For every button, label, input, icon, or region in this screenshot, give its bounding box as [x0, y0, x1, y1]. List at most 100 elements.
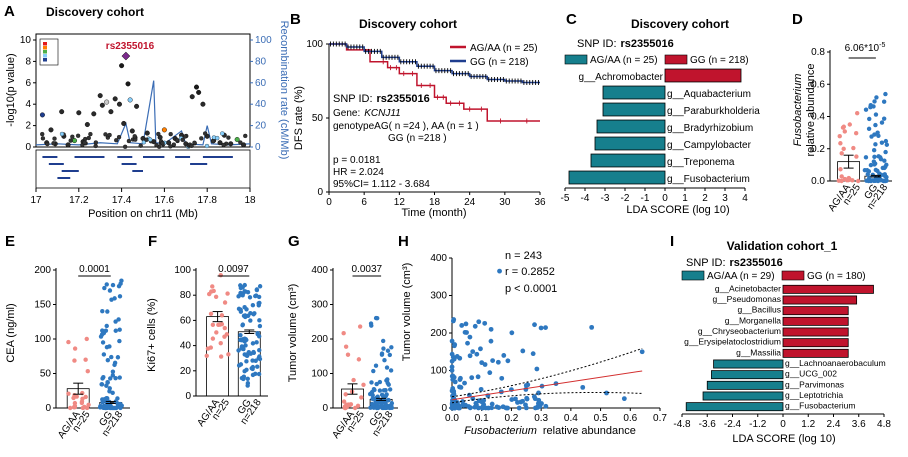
dot-point	[359, 395, 364, 400]
h-xtick-label: 0.6	[623, 413, 637, 424]
dot-point	[369, 323, 374, 328]
dot-point	[104, 282, 109, 287]
dot-ytick-label: 0.8	[811, 47, 825, 58]
dot-ytick-label: 0.2	[811, 144, 825, 155]
dot-point	[873, 142, 878, 147]
a-xtick-label: 17.8	[197, 195, 217, 206]
dot-point	[250, 341, 256, 346]
panel-h-letter: H	[398, 233, 409, 250]
lda-bar-label: g__Erysipelatoclostridium	[684, 337, 781, 347]
h-point	[481, 402, 487, 407]
dot-point	[112, 362, 117, 368]
b-ytick-label: 50	[312, 113, 324, 124]
panel-a-frame	[35, 33, 251, 148]
r2-swatch	[43, 54, 47, 58]
dot-point	[105, 309, 110, 314]
h-xtick-label: 0.4	[564, 413, 578, 424]
a-snp-point	[76, 110, 82, 116]
lda-bar	[782, 327, 849, 337]
dot-point	[244, 359, 249, 364]
dot-point	[208, 311, 214, 317]
dot-point	[380, 338, 386, 344]
panel-g-ylabel: Tumor volume (cm³)	[287, 284, 299, 383]
dot-point	[383, 393, 388, 399]
dot-point	[385, 348, 391, 353]
dot-point	[883, 149, 888, 155]
dot-point	[875, 130, 880, 135]
dot-point	[841, 146, 846, 152]
lda-xtick-label: 0	[662, 193, 668, 204]
a-snp-point	[220, 131, 225, 136]
dot-ytick-label: 300	[311, 300, 328, 311]
h-point	[449, 358, 455, 364]
lda-xtick-label: 1	[682, 193, 688, 204]
dot-point	[225, 291, 230, 296]
dot-point	[84, 336, 89, 342]
dot-point	[384, 365, 390, 370]
lda-bar	[711, 370, 784, 380]
dot-ytick-label: 200	[34, 265, 51, 276]
dot-point	[118, 405, 123, 411]
dot-point	[110, 373, 116, 378]
dot-point	[851, 145, 856, 151]
dot-point	[243, 313, 248, 318]
h-ytick-label: 300	[430, 291, 447, 302]
h-point	[589, 324, 595, 330]
a-snp-point	[141, 140, 147, 145]
lda-bar	[782, 306, 849, 316]
dot-point	[116, 283, 122, 289]
a-snp-point	[221, 142, 226, 148]
dot-point	[870, 172, 875, 177]
panel-a-lead-snp-label: rs2355016	[106, 41, 155, 52]
dot-point	[117, 294, 123, 299]
h-point	[457, 355, 463, 361]
panel-a-r2-legend	[39, 38, 59, 66]
dot-point	[239, 375, 245, 381]
h-xtick-label: 0.5	[594, 413, 608, 424]
a-xtick-label: 17.6	[155, 195, 175, 206]
lda-bar-label: g__Parvimonas	[785, 379, 844, 389]
a-snp-point	[68, 138, 73, 143]
dot-point	[872, 154, 877, 160]
panel-c-snp-text: SNP ID: rs2355016	[577, 38, 674, 50]
h-point	[478, 346, 483, 352]
dot-point	[881, 99, 887, 104]
panel-i-title: Validation cohort_1	[727, 239, 838, 253]
h-point	[530, 351, 536, 357]
lda-xtick-label: 0	[780, 419, 786, 430]
h-point	[487, 370, 493, 376]
dot-point	[876, 154, 881, 159]
lda-bar-label: g__Aquabacterium	[667, 89, 751, 100]
lda-bar	[713, 359, 784, 369]
lda-bar	[782, 295, 858, 305]
dot-point	[369, 380, 374, 385]
dot-point	[110, 282, 116, 288]
a-snp-point	[116, 134, 122, 140]
dot-point	[109, 354, 114, 360]
h-point	[621, 396, 627, 402]
h-point	[482, 320, 488, 326]
panel-c-letter: C	[566, 11, 577, 28]
panel-a-left-axis: 0 2 4 6 8 10	[20, 35, 36, 153]
panel-d-plot: 0.00.20.40.60.8AG/AAn=25 GGn=218	[811, 47, 892, 214]
dot-point	[839, 178, 844, 184]
h-point	[476, 398, 482, 404]
a-ytick-label: 6	[25, 78, 31, 89]
dot-ytick-label: 0.6	[811, 79, 825, 90]
b-xtick-label: 0	[326, 197, 332, 208]
b-ytick-label: 0	[317, 187, 323, 198]
panel-a-right-axis: 0 20 40 60 80 100	[250, 35, 272, 153]
dot-point	[869, 134, 874, 139]
h-point	[476, 319, 482, 325]
panel-b-title: Discovery cohort	[359, 17, 457, 31]
a-snp-point	[161, 127, 167, 133]
dot-point	[838, 167, 843, 172]
dot-point	[351, 377, 356, 383]
dot-point	[866, 126, 872, 132]
dot-point	[871, 104, 876, 109]
dot-point	[387, 405, 392, 411]
dot-point	[79, 400, 85, 406]
dot-point	[66, 339, 71, 345]
dot-point	[837, 133, 842, 139]
